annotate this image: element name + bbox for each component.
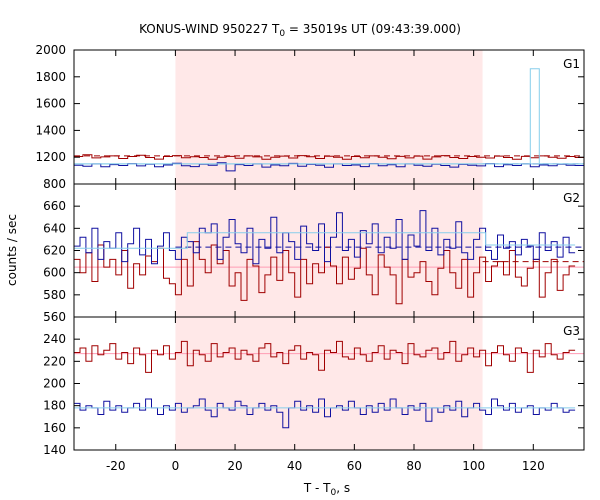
panel-3-y-tick-label: 160 xyxy=(43,421,66,435)
panel-2-plot xyxy=(74,210,584,305)
text-layer: 80012001400160018002000G1560580600620640… xyxy=(35,43,580,473)
panel-3-y-tick-label: 140 xyxy=(43,443,66,457)
panel-2-y-tick-label: 620 xyxy=(43,244,66,258)
panel-1-label: G1 xyxy=(563,57,580,71)
x-tick-label: 120 xyxy=(522,459,545,473)
x-tick-label: 60 xyxy=(347,459,362,473)
shaded-interval-layer xyxy=(175,50,483,450)
x-tick-label: 100 xyxy=(462,459,485,473)
x-tick-label: 20 xyxy=(227,459,242,473)
panel-1-series-light_blue xyxy=(74,68,584,165)
panel-2-series-light_blue xyxy=(74,232,576,249)
panel-1-y-tick-label: 1600 xyxy=(35,97,66,111)
panel-3-y-tick-label: 240 xyxy=(43,332,66,346)
x-tick-label: 40 xyxy=(287,459,302,473)
series-layer xyxy=(74,68,584,429)
panel-2-y-tick-label: 640 xyxy=(43,221,66,235)
panel-3-label: G3 xyxy=(563,324,580,338)
panel-2-label: G2 xyxy=(563,191,580,205)
y-axis-label: counts / sec xyxy=(5,214,19,286)
panel-1-y-tick-label: 1800 xyxy=(35,70,66,84)
x-axis-label: T - T0, s xyxy=(303,481,350,498)
x-tick-label: -20 xyxy=(106,459,126,473)
chart-title: KONUS-WIND 950227 T0 = 35019s UT (09:43:… xyxy=(139,22,461,39)
panel-2-y-tick-label: 660 xyxy=(43,199,66,213)
panel-2-y-tick-label: 560 xyxy=(43,310,66,324)
panel-3-plot xyxy=(74,340,584,429)
shaded-interval xyxy=(175,50,483,450)
panel-2-y-tick-label: 600 xyxy=(43,266,66,280)
panel-2-y-tick-label: 580 xyxy=(43,288,66,302)
panel-3-y-tick-label: 220 xyxy=(43,354,66,368)
panel-2-series-dark_blue xyxy=(74,210,576,265)
x-tick-label: 0 xyxy=(172,459,180,473)
panel-1-y-tick-label: 1400 xyxy=(35,123,66,137)
panel-3-series-dark_red xyxy=(74,340,576,373)
panel-1-plot xyxy=(74,68,584,172)
panel-1-series-dark_blue xyxy=(74,162,584,172)
panel-1-series-dark_red xyxy=(74,154,584,160)
panel-1-y-tick-label: 1200 xyxy=(35,150,66,164)
x-tick-label: 80 xyxy=(406,459,421,473)
panel-3-y-tick-label: 180 xyxy=(43,399,66,413)
panel-3-y-tick-label: 200 xyxy=(43,377,66,391)
frame-layer xyxy=(73,49,585,451)
panel-1-y-tick-label: 800 xyxy=(43,177,66,191)
panel-1-y-tick-label: 2000 xyxy=(35,43,66,57)
